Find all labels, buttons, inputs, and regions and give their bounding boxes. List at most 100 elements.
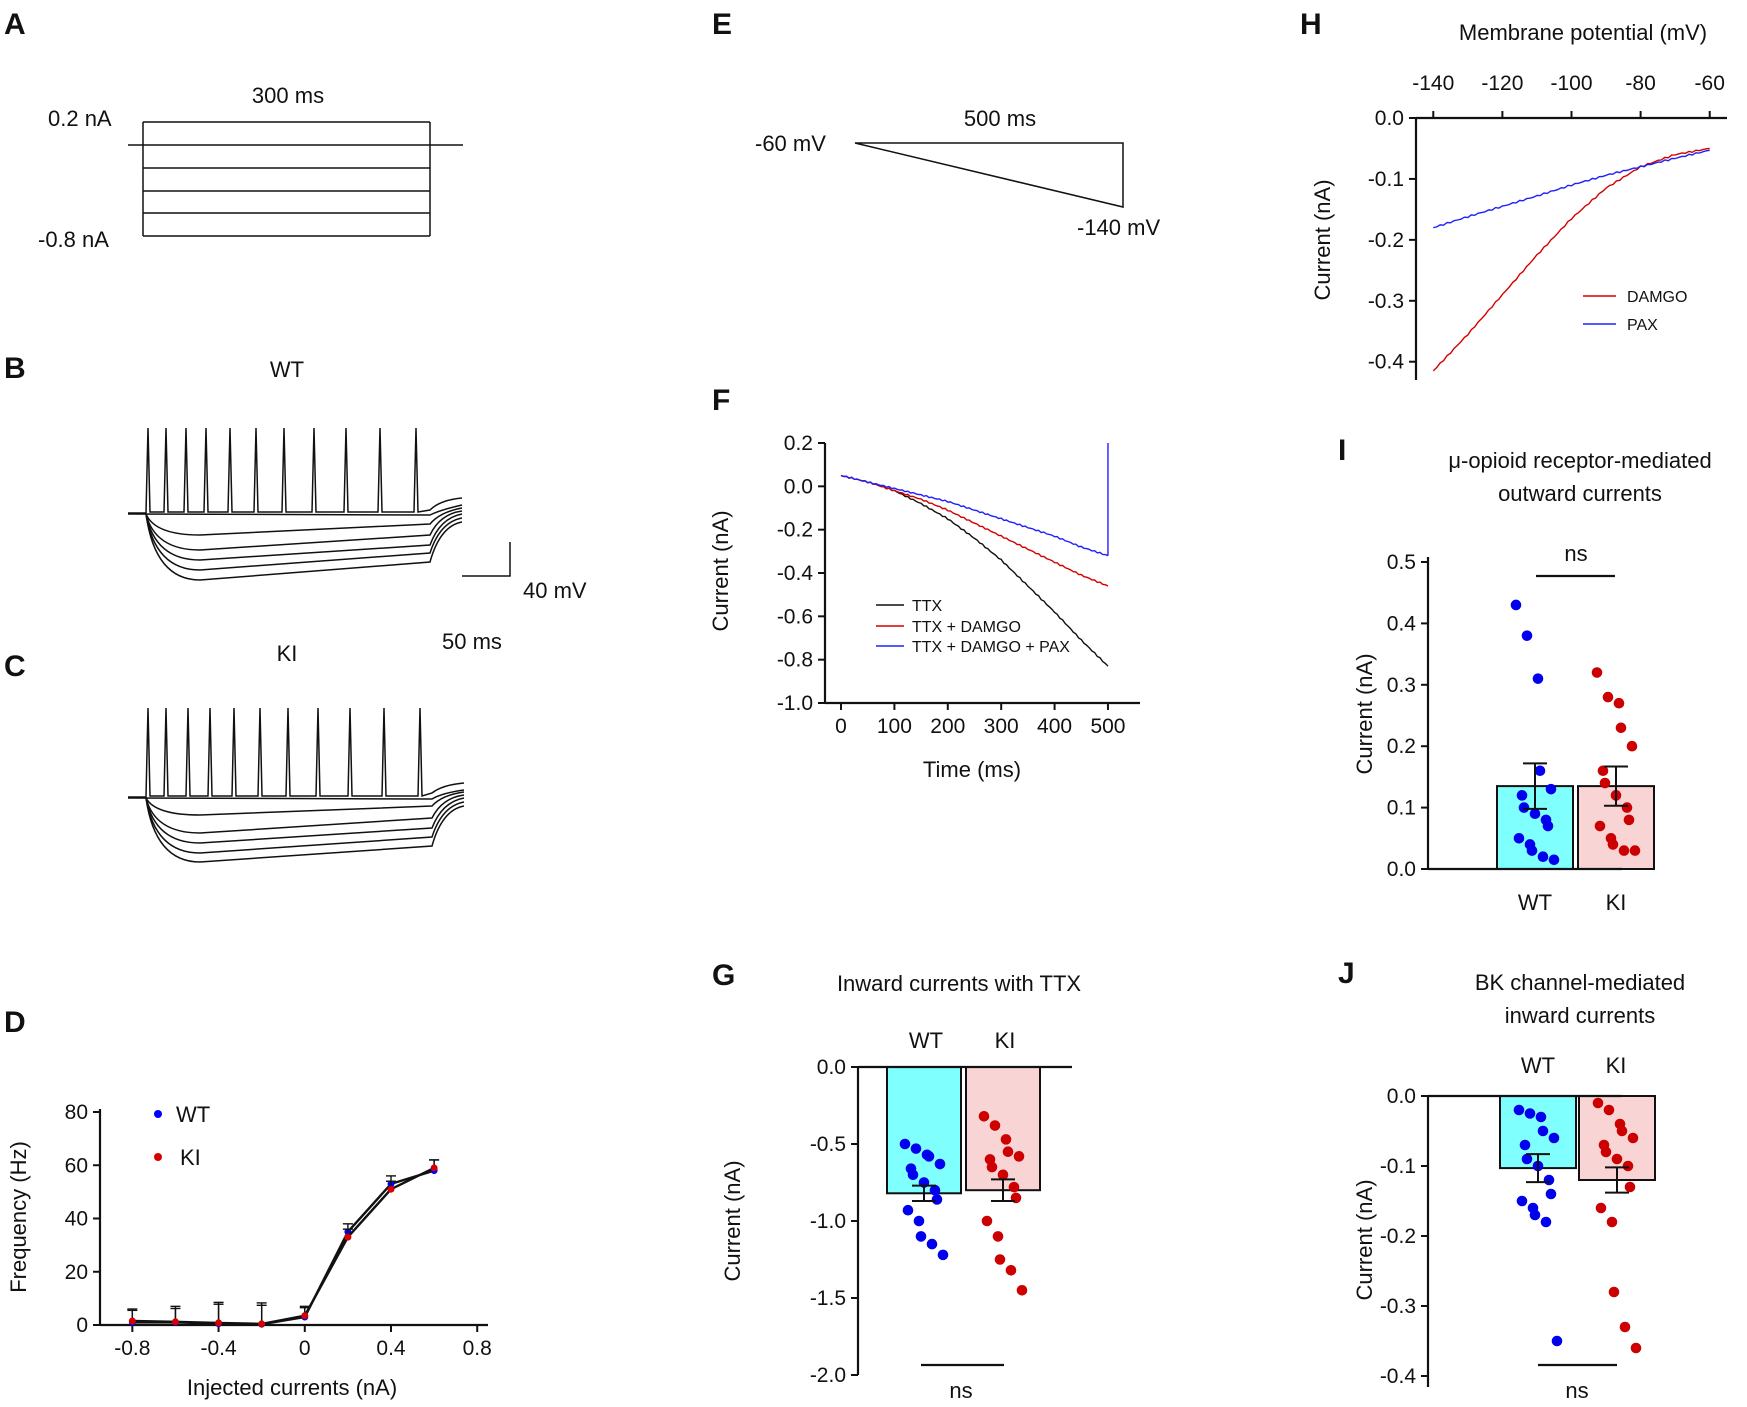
i-dot-wt xyxy=(1526,845,1538,856)
j-dot-ki xyxy=(1592,1097,1604,1109)
j-category-ki: KI xyxy=(1606,1053,1627,1078)
d-series-line xyxy=(132,1169,435,1326)
ramp-end-label: -140 mV xyxy=(1077,215,1160,240)
f-y-tick-label: -0.8 xyxy=(777,649,813,672)
j-y-tick-label: 0.0 xyxy=(1387,1085,1416,1108)
g-y-tick-label: -1.5 xyxy=(810,1287,846,1310)
d-x-axis-label: Injected currents (nA) xyxy=(187,1375,397,1400)
panel-label-h: H xyxy=(1300,8,1322,41)
j-dot-wt xyxy=(1516,1195,1528,1207)
j-dot-wt xyxy=(1545,1188,1557,1200)
g-y-tick-label: -0.5 xyxy=(810,1133,846,1156)
ki-hyperpol-trace xyxy=(145,794,465,834)
panel-label-a: A xyxy=(4,8,26,41)
chart-d: D 0 20 40 60 80 -0.8 -0.4 0 0.4 0.8 Injected cur… xyxy=(4,1006,492,1400)
j-y-ticks: 0.0 -0.1 -0.2 -0.3 -0.4 xyxy=(1380,1085,1428,1388)
i-dot-ki xyxy=(1629,845,1641,856)
j-dot-ki xyxy=(1595,1202,1607,1214)
i-dot-wt xyxy=(1548,854,1560,866)
panel-label-f: F xyxy=(712,384,730,417)
j-y-tick-label: -0.4 xyxy=(1380,1365,1417,1388)
f-y-tick-label: -0.4 xyxy=(777,562,814,585)
i-dot-ki xyxy=(1615,722,1627,734)
g-category-wt: WT xyxy=(909,1028,943,1053)
i-dot-ki xyxy=(1621,802,1633,813)
d-point xyxy=(171,1318,179,1326)
d-point xyxy=(215,1319,223,1327)
d-y-tick-label: 20 xyxy=(65,1261,88,1284)
i-y-tick-label: 0.5 xyxy=(1387,551,1416,574)
i-dot-ki xyxy=(1623,814,1635,826)
h-legend-damgo: DAMGO xyxy=(1627,289,1687,306)
d-x-tick-label: -0.8 xyxy=(114,1337,150,1360)
i-dot-ki xyxy=(1607,839,1619,850)
scale-bar-voltage: 40 mV xyxy=(523,578,587,603)
protocol-bottom-label: -0.8 nA xyxy=(38,227,109,252)
d-y-axis-label: Frequency (Hz) xyxy=(6,1141,31,1293)
g-y-tick-label: -2.0 xyxy=(810,1364,846,1387)
i-y-tick-label: 0.4 xyxy=(1387,612,1417,635)
j-dot-ki xyxy=(1616,1125,1628,1137)
f-series xyxy=(840,443,1109,667)
ki-spike-trace xyxy=(128,707,465,798)
g-dot-ki xyxy=(992,1231,1004,1242)
chart-f: F 0.2 0.0 -0.2 -0.4 -0.6 -0.8 -1.0 0 100 200 300 4… xyxy=(708,384,1140,782)
i-dot-wt xyxy=(1532,673,1544,684)
g-dot-wt xyxy=(913,1215,925,1227)
g-bar-wt xyxy=(886,1066,962,1195)
scale-bar xyxy=(462,542,511,577)
chart-g: G Inward currents with TTX WT KI 0.0 -0.5… xyxy=(712,959,1081,1403)
g-dot-ki xyxy=(986,1161,998,1173)
f-y-tick-label: 0.0 xyxy=(784,475,813,498)
g-dot-ki xyxy=(1005,1264,1017,1276)
j-y-axis-label: Current (nA) xyxy=(1352,1179,1377,1300)
step-protocol-lines xyxy=(128,121,463,237)
i-category-ki: KI xyxy=(1606,890,1627,915)
chart-j: J BK channel-mediated inward currents WT… xyxy=(1338,957,1685,1403)
g-dot-wt xyxy=(910,1143,922,1154)
f-series-line xyxy=(840,474,1109,667)
i-y-tick-label: 0.3 xyxy=(1387,674,1416,697)
i-dot-ki xyxy=(1613,697,1625,709)
d-y-tick-label: 0 xyxy=(76,1314,88,1337)
j-dot-wt xyxy=(1540,1216,1552,1228)
i-title-line-2: outward currents xyxy=(1498,481,1662,506)
wt-trace-title: WT xyxy=(270,357,304,382)
h-series xyxy=(1432,147,1710,372)
j-y-tick-label: -0.1 xyxy=(1380,1155,1416,1178)
d-point xyxy=(128,1317,136,1325)
i-dot-ki xyxy=(1591,667,1603,678)
i-category-wt: WT xyxy=(1518,890,1552,915)
j-dot-ki xyxy=(1600,1146,1612,1158)
j-dot-wt xyxy=(1537,1125,1549,1137)
wt-rest-trace xyxy=(127,504,463,516)
i-dot-wt xyxy=(1518,802,1530,813)
h-y-axis-label: Current (nA) xyxy=(1310,179,1335,300)
h-x-tick-label: -100 xyxy=(1550,72,1592,95)
i-title-line-1: μ-opioid receptor-mediated xyxy=(1448,448,1711,473)
scale-bar-time: 50 ms xyxy=(442,629,502,654)
i-dot-ki xyxy=(1597,765,1609,777)
j-dot-ki xyxy=(1619,1321,1631,1333)
j-dot-wt xyxy=(1529,1209,1541,1221)
panel-label-j: J xyxy=(1338,957,1355,990)
f-x-tick-label: 0 xyxy=(835,715,847,738)
wt-hyperpol-trace xyxy=(145,513,463,581)
ki-hyperpol-trace xyxy=(145,791,465,816)
chart-i: I μ-opioid receptor-mediated outward cur… xyxy=(1338,434,1712,915)
i-dot-ki xyxy=(1594,820,1606,832)
d-x-tick-label: -0.4 xyxy=(200,1337,237,1360)
h-legend-pax: PAX xyxy=(1627,317,1658,334)
j-dot-wt xyxy=(1551,1335,1563,1347)
j-dot-wt xyxy=(1543,1174,1555,1186)
g-dot-ki xyxy=(1016,1285,1028,1296)
ki-hyperpol-trace xyxy=(145,797,465,854)
i-dot-wt xyxy=(1545,783,1557,795)
i-dot-wt xyxy=(1521,630,1533,641)
i-dot-wt xyxy=(1542,820,1554,832)
i-significance-label: ns xyxy=(1564,541,1587,566)
ki-trace-title: KI xyxy=(277,641,298,666)
f-y-tick-label: -0.2 xyxy=(777,519,813,542)
j-title-line-1: BK channel-mediated xyxy=(1475,970,1685,995)
g-dot-ki xyxy=(994,1254,1006,1265)
